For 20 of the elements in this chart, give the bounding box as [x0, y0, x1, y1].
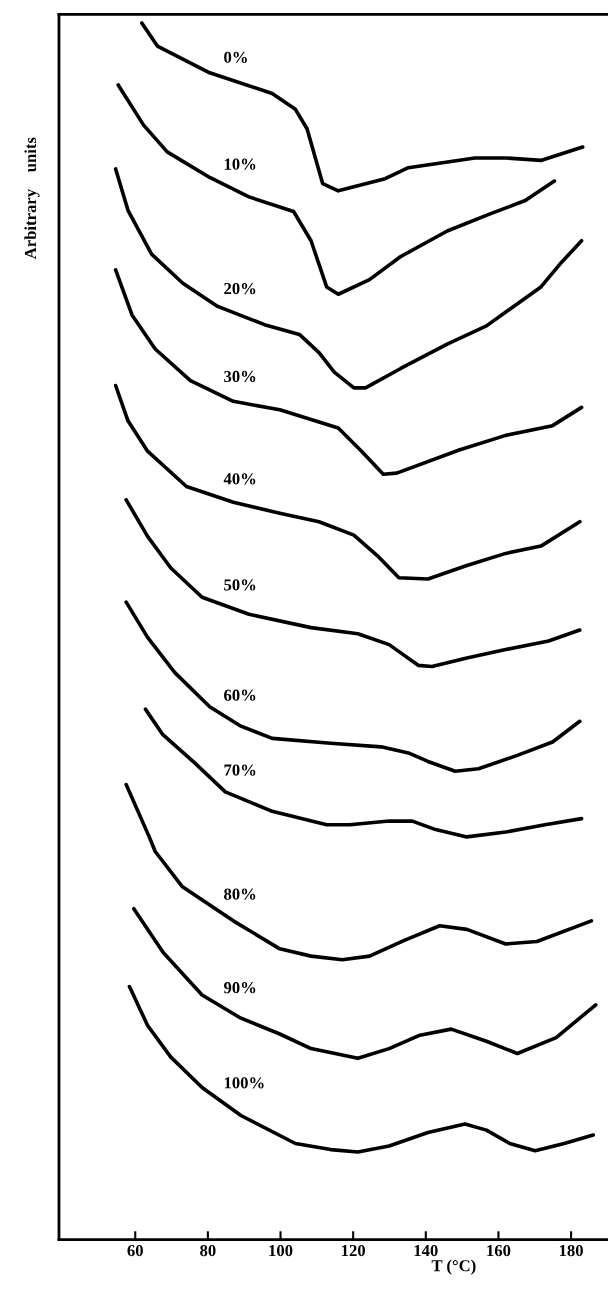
y-axis-title: Arbitrary units — [24, 137, 40, 260]
series-label: 50% — [224, 579, 256, 591]
series-label: 40% — [223, 473, 256, 485]
series-label: 10% — [224, 158, 256, 170]
x-tick-label: 120 — [342, 1244, 366, 1257]
series-label: 0% — [224, 51, 247, 63]
x-axis-title: T (°C) — [431, 1259, 476, 1275]
x-tick-label: 80 — [200, 1244, 216, 1257]
series-label: 80% — [224, 888, 256, 900]
series-label: 90% — [223, 982, 256, 994]
series-label: 100% — [224, 1077, 264, 1089]
x-tick-label: 180 — [559, 1244, 583, 1257]
series-label: 20% — [224, 282, 256, 295]
x-tick-label: 160 — [487, 1244, 511, 1257]
series-label: 30% — [224, 370, 256, 383]
x-tick-label: 100 — [269, 1244, 293, 1257]
series-label: 60% — [224, 689, 256, 701]
x-tick-label: 60 — [127, 1244, 143, 1257]
series-label: 70% — [224, 764, 256, 776]
x-tick-label: 140 — [414, 1244, 438, 1257]
